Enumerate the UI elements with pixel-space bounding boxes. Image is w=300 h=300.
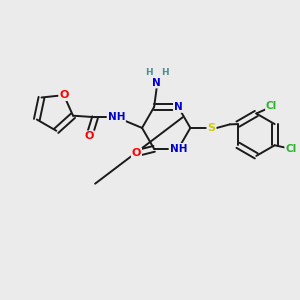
Text: Cl: Cl bbox=[266, 101, 277, 111]
Text: N: N bbox=[152, 78, 161, 88]
Text: H: H bbox=[161, 68, 169, 77]
Text: S: S bbox=[208, 123, 215, 133]
Text: H: H bbox=[145, 68, 153, 77]
Text: N: N bbox=[174, 102, 183, 112]
Text: O: O bbox=[59, 90, 69, 100]
Text: Cl: Cl bbox=[285, 144, 296, 154]
Text: O: O bbox=[132, 148, 141, 158]
Text: NH: NH bbox=[169, 144, 187, 154]
Text: O: O bbox=[85, 131, 94, 141]
Text: NH: NH bbox=[108, 112, 125, 122]
